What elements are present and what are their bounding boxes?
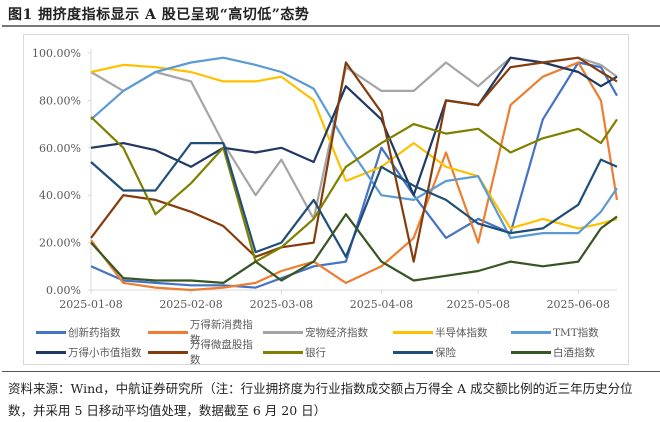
y-tick-label: 80.00%: [39, 94, 81, 107]
legend-item: 银行: [263, 345, 393, 360]
x-tick-label: 2025-04-08: [350, 298, 413, 311]
legend-label: 创新药指数: [68, 326, 121, 339]
legend-label: 宠物经济指数: [305, 326, 368, 339]
x-tick-label: 2025-05-08: [447, 298, 510, 311]
source-divider: [2, 371, 660, 372]
legend-item: 创新药指数: [36, 325, 148, 340]
series-line: [90, 61, 618, 289]
legend-swatch-icon: [393, 350, 433, 354]
legend-label: 白酒指数: [553, 346, 595, 359]
legend-swatch-icon: [511, 350, 551, 354]
title-divider: [2, 25, 660, 27]
legend-label: 万得小市值指数: [68, 346, 142, 359]
legend-item: 半导体指数: [393, 325, 511, 340]
legend-swatch-icon: [148, 350, 188, 354]
legend-swatch-icon: [36, 350, 66, 354]
series-line: [90, 61, 619, 292]
source-note: 资料来源：Wind，中航证券研究所（注：行业拥挤度为行业指数成交额占万得全 A …: [8, 381, 633, 418]
legend-label: 万得微盘股指数: [189, 339, 253, 366]
chart-series: [90, 56, 619, 292]
legend-row: 创新药指数 万得新消费指数 宠物经济指数 半导体指数 TMT指数: [36, 319, 626, 346]
figure-title: 图1 拥挤度指标显示 A 股已呈现“高切低”态势: [8, 7, 310, 23]
legend-swatch-icon: [263, 350, 303, 354]
legend-item: TMT指数: [511, 325, 611, 340]
series-line: [90, 142, 618, 258]
chart-axes: 0.00% 20.00% 40.00% 60.00% 80.00% 100.00% 2025…: [32, 47, 617, 311]
legend-swatch-icon: [148, 330, 188, 334]
x-tick-label: 2025-06-08: [547, 298, 610, 311]
y-tick-label: 40.00%: [39, 189, 81, 202]
series-line: [90, 213, 618, 284]
series-line: [90, 56, 618, 263]
legend-label: 保险: [435, 346, 456, 359]
series-line: [90, 56, 618, 239]
y-tick-label: 100.00%: [32, 47, 81, 60]
x-tick-label: 2025-03-08: [250, 298, 313, 311]
series-line: [90, 56, 618, 197]
legend-swatch-icon: [36, 330, 66, 334]
x-tick-label: 2025-02-08: [159, 298, 222, 311]
y-tick-label: 60.00%: [39, 142, 81, 155]
legend-item: 宠物经济指数: [263, 325, 393, 340]
legend-row: 万得小市值指数 万得微盘股指数 银行 保险 白酒指数: [36, 339, 626, 366]
legend-item: 保险: [393, 345, 511, 360]
y-tick-label: 20.00%: [39, 237, 81, 250]
legend-label: TMT指数: [553, 326, 599, 339]
y-tick-label: 0.00%: [46, 284, 81, 297]
series-line: [90, 63, 618, 230]
series-line: [90, 116, 618, 263]
legend-label: 银行: [305, 346, 326, 359]
legend-swatch-icon: [393, 330, 433, 334]
legend-label: 万得新消费指数: [189, 319, 253, 346]
legend-item: 万得新消费指数: [148, 317, 263, 347]
legend-item: 万得微盘股指数: [148, 337, 263, 367]
legend-label: 半导体指数: [435, 326, 488, 339]
legend-item: 白酒指数: [511, 345, 611, 360]
line-chart: 0.00% 20.00% 40.00% 60.00% 80.00% 100.00% 2025…: [32, 47, 619, 311]
chart-legend: 创新药指数 万得新消费指数 宠物经济指数 半导体指数 TMT指数 万得小市值指数 万得微盘…: [36, 319, 626, 366]
legend-swatch-icon: [263, 330, 303, 334]
legend-swatch-icon: [511, 330, 551, 334]
x-tick-label: 2025-01-08: [59, 298, 122, 311]
legend-item: 万得小市值指数: [36, 345, 148, 360]
